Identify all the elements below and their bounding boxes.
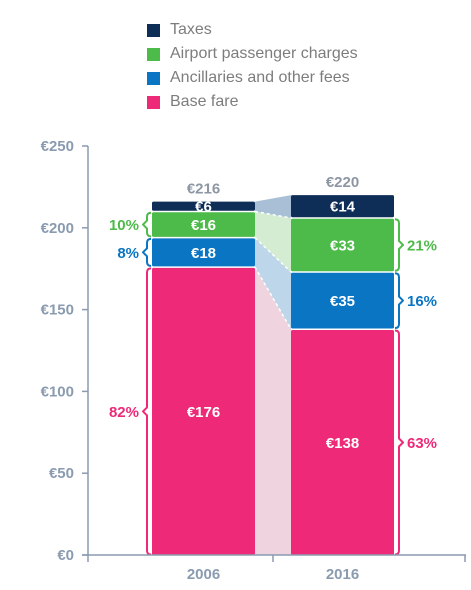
legend-swatch-taxes (147, 23, 160, 37)
x-tick-label: 2006 (187, 566, 220, 583)
bar-value-label: €35 (330, 293, 355, 310)
legend-label-base-fare: Base fare (170, 93, 239, 110)
legend-label-airport-charges: Airport passenger charges (170, 45, 358, 62)
bar-segment-2006-2 (152, 212, 255, 237)
y-tick-label: €100 (41, 383, 74, 400)
y-tick-label: €0 (57, 547, 74, 564)
bar-value-label: €138 (326, 435, 359, 452)
x-tick-label: 2016 (326, 566, 359, 583)
bar-segment-2006-1 (152, 238, 255, 267)
legend-swatch-ancillaries (147, 71, 160, 85)
connector-band-3 (255, 195, 291, 218)
connector-separator-2 (254, 210, 292, 219)
bar-total-label: €220 (326, 174, 359, 191)
legend-swatch-airport-charges (147, 47, 160, 61)
bar-segment-2006-0 (152, 267, 255, 555)
y-tick-label: €250 (41, 138, 74, 155)
share-label: 8% (117, 245, 139, 262)
share-bracket (142, 211, 152, 238)
share-label: 10% (109, 217, 139, 234)
share-label: 16% (407, 293, 437, 310)
bar-segment-2006-3 (152, 201, 255, 211)
bar-value-label: €33 (330, 237, 355, 254)
y-tick-label: €150 (41, 302, 74, 319)
bar-segment-2016-0 (291, 329, 394, 555)
bar-segment-2016-1 (291, 272, 394, 329)
bar-segment-2016-2 (291, 218, 394, 272)
share-label: 82% (109, 404, 139, 421)
share-bracket (394, 329, 404, 556)
legend-item-airport-charges: Airport passenger charges (147, 42, 358, 66)
bar-segment-2016-3 (291, 195, 394, 218)
connector-band-2 (255, 211, 291, 272)
legend-item-taxes: Taxes (147, 18, 358, 42)
connector-separator-1 (254, 237, 292, 273)
connector-band-0 (255, 267, 291, 555)
bar-value-label: €18 (191, 245, 216, 262)
share-bracket (394, 272, 404, 329)
share-label: 63% (407, 435, 437, 452)
share-bracket (142, 267, 152, 556)
y-tick-label: €200 (41, 220, 74, 237)
share-bracket (142, 237, 152, 267)
legend-item-ancillaries: Ancillaries and other fees (147, 66, 358, 90)
legend-swatch-base-fare (147, 95, 160, 109)
y-tick-label: €50 (49, 465, 74, 482)
bar-value-label: €6 (195, 199, 212, 216)
legend-label-taxes: Taxes (170, 21, 212, 38)
connector-band-1 (255, 237, 291, 330)
legend: Taxes Airport passenger charges Ancillar… (147, 18, 358, 114)
bar-value-label: €14 (330, 199, 356, 216)
share-bracket (394, 218, 404, 272)
bar-value-label: €16 (191, 217, 216, 234)
legend-label-ancillaries: Ancillaries and other fees (170, 69, 350, 86)
share-label: 21% (407, 237, 437, 254)
bar-value-label: €176 (187, 404, 220, 421)
legend-item-base-fare: Base fare (147, 90, 358, 114)
bar-total-label: €216 (187, 181, 220, 198)
